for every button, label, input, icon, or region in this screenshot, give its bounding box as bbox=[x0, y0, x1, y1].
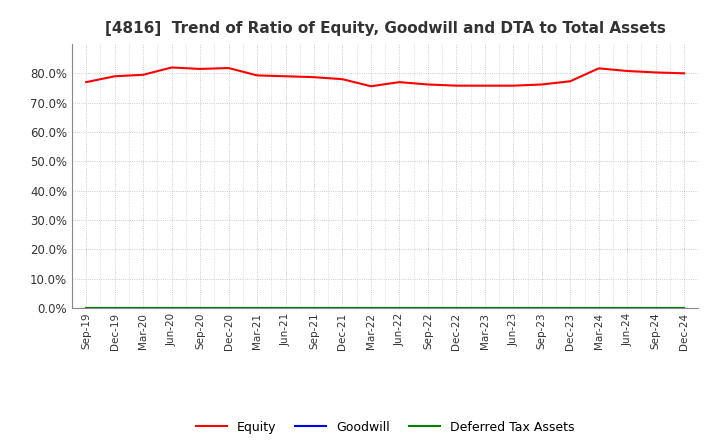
Deferred Tax Assets bbox=[509, 305, 518, 311]
Equity bbox=[509, 83, 518, 88]
Goodwill bbox=[366, 305, 375, 311]
Equity bbox=[395, 80, 404, 85]
Goodwill bbox=[623, 305, 631, 311]
Equity bbox=[480, 83, 489, 88]
Deferred Tax Assets bbox=[595, 305, 603, 311]
Deferred Tax Assets bbox=[82, 305, 91, 311]
Equity bbox=[82, 80, 91, 85]
Goodwill bbox=[253, 305, 261, 311]
Equity bbox=[310, 74, 318, 80]
Deferred Tax Assets bbox=[110, 305, 119, 311]
Equity bbox=[366, 84, 375, 89]
Deferred Tax Assets bbox=[338, 305, 347, 311]
Equity bbox=[282, 73, 290, 79]
Goodwill bbox=[225, 305, 233, 311]
Goodwill bbox=[566, 305, 575, 311]
Goodwill bbox=[395, 305, 404, 311]
Equity bbox=[623, 68, 631, 73]
Equity bbox=[452, 83, 461, 88]
Deferred Tax Assets bbox=[366, 305, 375, 311]
Deferred Tax Assets bbox=[423, 305, 432, 311]
Goodwill bbox=[452, 305, 461, 311]
Equity bbox=[595, 66, 603, 71]
Legend: Equity, Goodwill, Deferred Tax Assets: Equity, Goodwill, Deferred Tax Assets bbox=[191, 416, 580, 439]
Deferred Tax Assets bbox=[480, 305, 489, 311]
Goodwill bbox=[310, 305, 318, 311]
Deferred Tax Assets bbox=[452, 305, 461, 311]
Equity bbox=[338, 77, 347, 82]
Goodwill bbox=[680, 305, 688, 311]
Deferred Tax Assets bbox=[225, 305, 233, 311]
Equity bbox=[253, 73, 261, 78]
Deferred Tax Assets bbox=[167, 305, 176, 311]
Goodwill bbox=[282, 305, 290, 311]
Deferred Tax Assets bbox=[566, 305, 575, 311]
Equity bbox=[139, 72, 148, 77]
Equity bbox=[566, 79, 575, 84]
Deferred Tax Assets bbox=[537, 305, 546, 311]
Equity bbox=[680, 71, 688, 76]
Title: [4816]  Trend of Ratio of Equity, Goodwill and DTA to Total Assets: [4816] Trend of Ratio of Equity, Goodwil… bbox=[105, 21, 665, 36]
Deferred Tax Assets bbox=[253, 305, 261, 311]
Goodwill bbox=[595, 305, 603, 311]
Goodwill bbox=[167, 305, 176, 311]
Goodwill bbox=[82, 305, 91, 311]
Goodwill bbox=[423, 305, 432, 311]
Goodwill bbox=[537, 305, 546, 311]
Equity bbox=[167, 65, 176, 70]
Equity bbox=[423, 82, 432, 87]
Equity bbox=[537, 82, 546, 87]
Deferred Tax Assets bbox=[395, 305, 404, 311]
Goodwill bbox=[509, 305, 518, 311]
Equity bbox=[196, 66, 204, 72]
Goodwill bbox=[139, 305, 148, 311]
Equity bbox=[225, 66, 233, 71]
Goodwill bbox=[110, 305, 119, 311]
Deferred Tax Assets bbox=[282, 305, 290, 311]
Goodwill bbox=[652, 305, 660, 311]
Goodwill bbox=[480, 305, 489, 311]
Deferred Tax Assets bbox=[652, 305, 660, 311]
Deferred Tax Assets bbox=[196, 305, 204, 311]
Deferred Tax Assets bbox=[623, 305, 631, 311]
Equity bbox=[110, 73, 119, 79]
Goodwill bbox=[338, 305, 347, 311]
Equity bbox=[652, 70, 660, 75]
Goodwill bbox=[196, 305, 204, 311]
Deferred Tax Assets bbox=[139, 305, 148, 311]
Deferred Tax Assets bbox=[680, 305, 688, 311]
Deferred Tax Assets bbox=[310, 305, 318, 311]
Line: Equity: Equity bbox=[86, 67, 684, 86]
